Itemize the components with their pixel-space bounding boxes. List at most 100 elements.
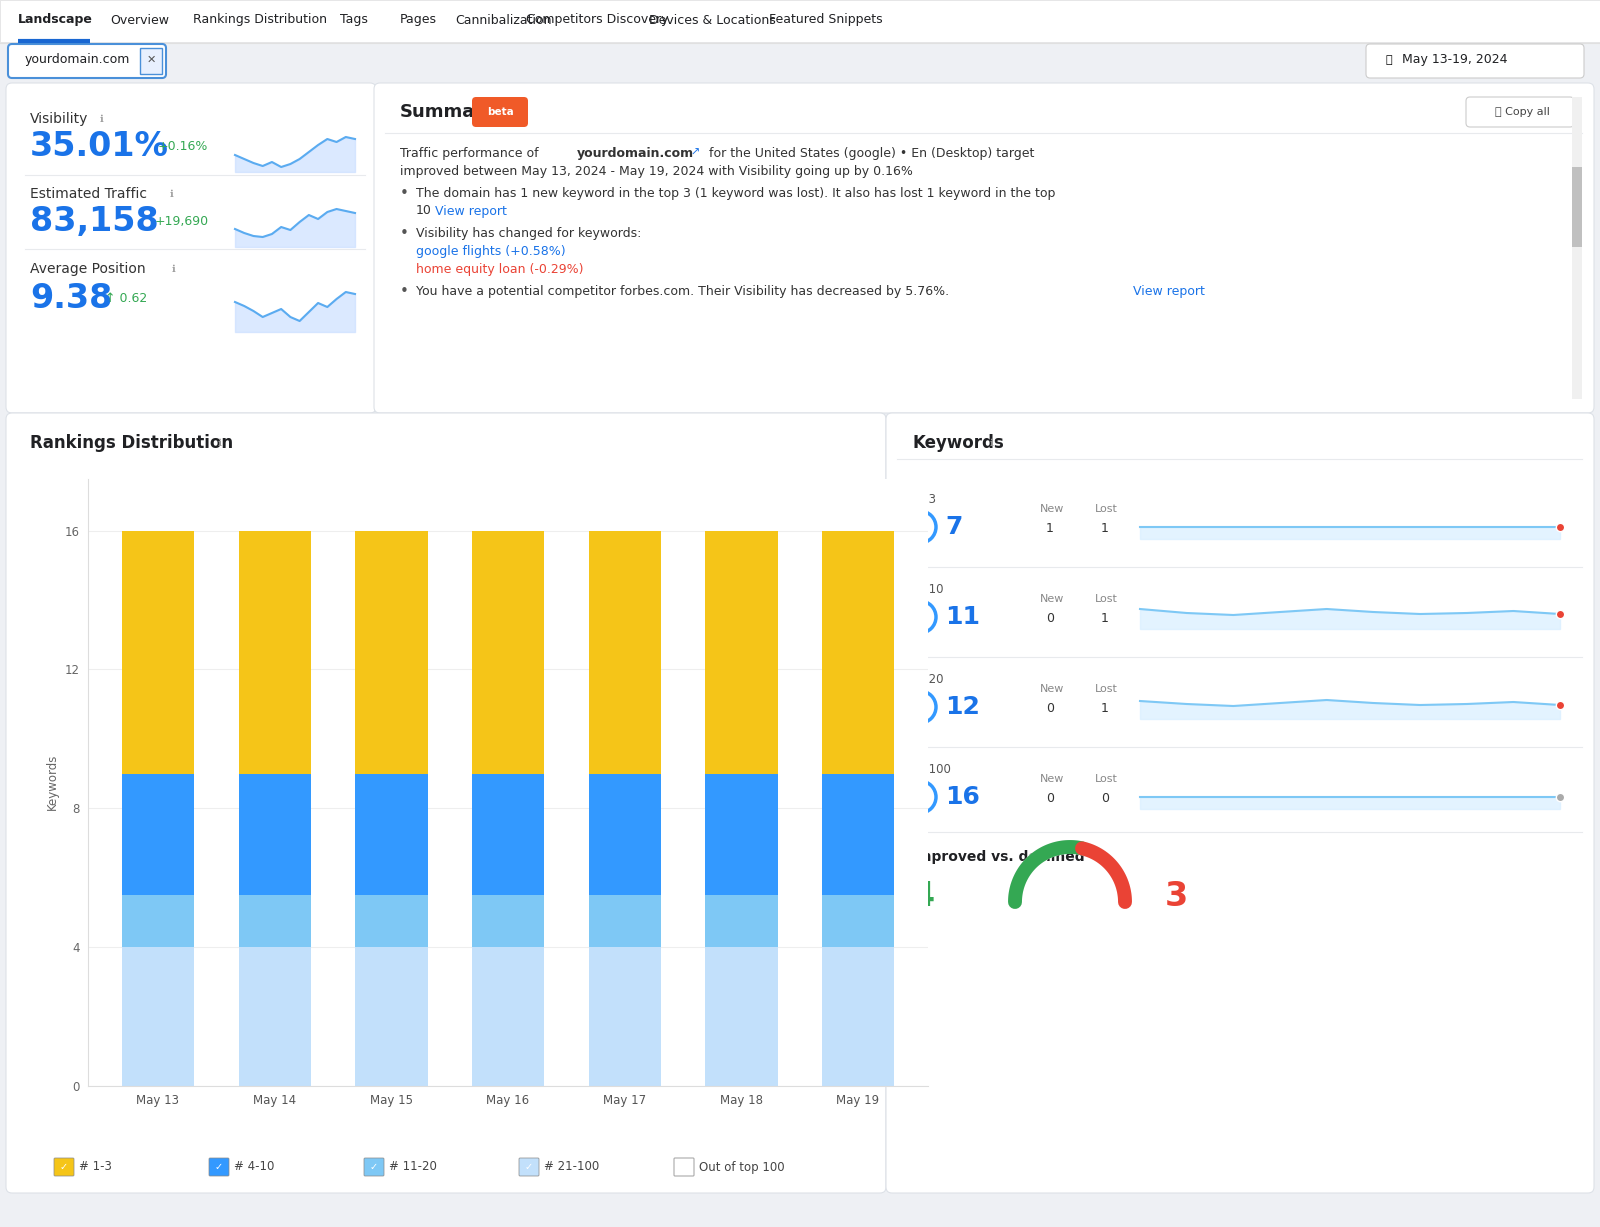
Text: Top 100: Top 100 — [906, 762, 950, 775]
Text: Visibility: Visibility — [30, 112, 88, 126]
Text: ℹ: ℹ — [99, 114, 104, 124]
Text: 1: 1 — [1101, 703, 1109, 715]
Text: ✓: ✓ — [214, 1162, 222, 1172]
Text: beta: beta — [486, 107, 514, 117]
FancyBboxPatch shape — [472, 97, 528, 128]
Bar — [238, 773, 310, 894]
Text: google flights (+0.58%): google flights (+0.58%) — [416, 245, 566, 259]
Text: Estimated Traffic: Estimated Traffic — [30, 187, 147, 201]
Text: 10: 10 — [416, 205, 432, 217]
Text: Tags: Tags — [339, 13, 368, 27]
Circle shape — [904, 510, 936, 544]
Text: Devices & Locations: Devices & Locations — [650, 13, 776, 27]
Bar — [355, 947, 427, 1086]
Text: Summary: Summary — [400, 103, 496, 121]
Bar — [355, 773, 427, 894]
FancyBboxPatch shape — [6, 413, 886, 1193]
Text: Featured Snippets: Featured Snippets — [770, 13, 883, 27]
Text: # 1-3: # 1-3 — [78, 1161, 112, 1173]
Text: 11: 11 — [946, 605, 979, 629]
Text: yourdomain.com: yourdomain.com — [26, 54, 130, 66]
Text: 1: 1 — [1046, 523, 1054, 535]
Text: # 4-10: # 4-10 — [234, 1161, 274, 1173]
Text: ↑ 0.62: ↑ 0.62 — [106, 292, 147, 306]
Bar — [122, 530, 194, 773]
Bar — [122, 773, 194, 894]
Bar — [706, 530, 778, 773]
Text: Improved vs. declined: Improved vs. declined — [912, 850, 1085, 864]
Text: Top 20: Top 20 — [906, 672, 944, 686]
FancyBboxPatch shape — [1466, 97, 1574, 128]
Text: View report: View report — [1133, 286, 1205, 298]
Text: Average Position: Average Position — [30, 263, 146, 276]
Bar — [472, 947, 544, 1086]
Text: +19,690: +19,690 — [155, 216, 210, 228]
Text: 1: 1 — [1101, 523, 1109, 535]
Text: # 21-100: # 21-100 — [544, 1161, 600, 1173]
Bar — [141, 48, 162, 74]
Text: •: • — [400, 226, 410, 240]
Text: improved between May 13, 2024 - May 19, 2024 with Visibility going up by 0.16%: improved between May 13, 2024 - May 19, … — [400, 164, 914, 178]
Bar — [822, 947, 894, 1086]
Text: for the United States (google) • En (Desktop) target: for the United States (google) • En (Des… — [706, 146, 1034, 160]
Y-axis label: Keywords: Keywords — [46, 755, 59, 810]
Text: ↗: ↗ — [690, 148, 699, 158]
Text: Visibility has changed for keywords:: Visibility has changed for keywords: — [416, 227, 642, 239]
Text: 4: 4 — [912, 881, 934, 913]
Text: •: • — [400, 185, 410, 200]
Circle shape — [904, 782, 936, 814]
Text: Competitors Discovery: Competitors Discovery — [526, 13, 669, 27]
Bar — [238, 947, 310, 1086]
Bar — [822, 773, 894, 894]
Text: ✓: ✓ — [525, 1162, 533, 1172]
Bar — [472, 894, 544, 947]
Bar — [589, 530, 661, 773]
Bar — [122, 947, 194, 1086]
Bar — [706, 947, 778, 1086]
Text: ℹ: ℹ — [218, 438, 222, 448]
Bar — [822, 894, 894, 947]
Bar — [238, 530, 310, 773]
Text: ✓: ✓ — [370, 1162, 378, 1172]
Bar — [589, 894, 661, 947]
Bar — [122, 894, 194, 947]
Text: New: New — [1040, 683, 1064, 694]
Text: Rankings Distribution: Rankings Distribution — [194, 13, 326, 27]
Text: ℹ: ℹ — [990, 438, 994, 448]
Text: Keywords: Keywords — [912, 434, 1003, 452]
Bar — [238, 894, 310, 947]
Text: 📅: 📅 — [1386, 55, 1392, 65]
Bar — [589, 947, 661, 1086]
FancyBboxPatch shape — [8, 44, 166, 79]
Bar — [706, 894, 778, 947]
Bar — [472, 773, 544, 894]
Text: New: New — [1040, 504, 1064, 514]
Circle shape — [904, 691, 936, 723]
Text: •: • — [400, 285, 410, 299]
Text: Lost: Lost — [1094, 774, 1118, 784]
Text: Lost: Lost — [1094, 504, 1118, 514]
Text: 0: 0 — [1046, 612, 1054, 626]
Text: 0: 0 — [1046, 793, 1054, 805]
FancyBboxPatch shape — [518, 1158, 539, 1175]
FancyBboxPatch shape — [6, 83, 376, 413]
Bar — [472, 530, 544, 773]
Text: 3: 3 — [1165, 881, 1189, 913]
Bar — [1571, 167, 1582, 247]
Text: ✕: ✕ — [146, 55, 155, 65]
Text: 0: 0 — [1101, 793, 1109, 805]
FancyBboxPatch shape — [1366, 44, 1584, 79]
Text: +0.16%: +0.16% — [158, 141, 208, 153]
Text: 35.01%: 35.01% — [30, 130, 170, 163]
Text: ℹ: ℹ — [173, 264, 176, 274]
Text: Rankings Distribution: Rankings Distribution — [30, 434, 234, 452]
Text: ⎘ Copy all: ⎘ Copy all — [1494, 107, 1549, 117]
Bar — [355, 530, 427, 773]
Text: Pages: Pages — [400, 13, 437, 27]
Text: # 11-20: # 11-20 — [389, 1161, 437, 1173]
Text: Out of top 100: Out of top 100 — [699, 1161, 784, 1173]
Bar — [589, 773, 661, 894]
Text: 1: 1 — [1101, 612, 1109, 626]
Text: Overview: Overview — [110, 13, 170, 27]
Bar — [0, 44, 1600, 83]
